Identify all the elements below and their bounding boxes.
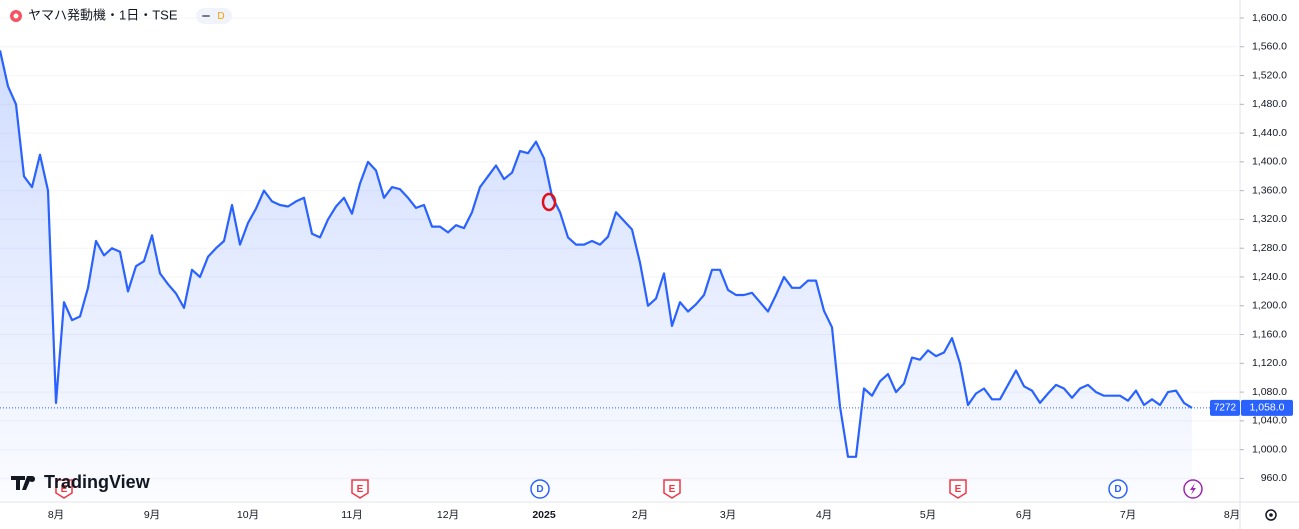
event-label: D	[536, 484, 543, 495]
x-tick-label: 2月	[632, 509, 648, 521]
y-tick-label: 960.0	[1261, 472, 1287, 484]
event-label: E	[955, 484, 962, 495]
lightning-icon	[1190, 483, 1196, 495]
x-tick-label: 8月	[48, 509, 64, 521]
plot-area	[0, 17, 1240, 501]
x-tick-label: 9月	[144, 509, 160, 521]
y-tick-label: 1,240.0	[1252, 271, 1287, 283]
y-tick-label: 1,200.0	[1252, 300, 1287, 312]
chart-title: ヤマハ発動機・1日・TSE	[28, 7, 178, 22]
x-tick-label: 4月	[816, 509, 832, 521]
event-marker	[55, 479, 73, 499]
interval-pill[interactable]	[196, 8, 232, 24]
logo: TradingView	[11, 472, 151, 492]
event-marker[interactable]	[530, 479, 550, 499]
settings-icon[interactable]	[1265, 509, 1277, 521]
y-tick-label: 1,560.0	[1252, 41, 1287, 53]
y-tick-label: 1,160.0	[1252, 328, 1287, 340]
x-tick-label: 7月	[1120, 509, 1136, 521]
y-tick-label: 1,520.0	[1252, 69, 1287, 81]
x-tick-label: 5月	[920, 509, 936, 521]
symbol-code: 7272	[1214, 403, 1237, 414]
watermark: TradingView	[44, 472, 151, 492]
x-tick-label: 6月	[1016, 509, 1032, 521]
x-tick-label: 12月	[437, 509, 459, 521]
interval-badge: D	[217, 11, 224, 22]
highlight-marker	[541, 192, 557, 212]
y-tick-label: 1,280.0	[1252, 242, 1287, 254]
y-tick-label: 1,440.0	[1252, 127, 1287, 139]
y-tick-label: 1,080.0	[1252, 386, 1287, 398]
event-label: D	[1114, 484, 1121, 495]
settings-icon-dot	[1269, 513, 1273, 517]
price-label: 1,058.0	[1249, 402, 1284, 414]
price-line	[0, 50, 1193, 458]
event-marker	[663, 479, 681, 499]
x-tick-label: 8月	[1224, 509, 1240, 521]
event-marker[interactable]	[1108, 479, 1128, 499]
event-label: E	[357, 484, 364, 495]
symbol-tag	[1210, 399, 1240, 416]
x-tick-label: 3月	[720, 509, 736, 521]
price-tag	[1241, 399, 1293, 416]
y-tick-label: 1,600.0	[1252, 12, 1287, 24]
event-marker	[351, 479, 369, 499]
x-tick-label: 11月	[341, 509, 362, 521]
x-tick-label: 2025	[532, 509, 556, 521]
symbol-icon-inner	[13, 13, 19, 19]
event-label: E	[669, 484, 676, 495]
event-label: E	[61, 484, 68, 495]
y-tick-label: 1,360.0	[1252, 184, 1287, 196]
y-tick-label: 1,000.0	[1252, 443, 1287, 455]
pill-icon	[202, 15, 210, 17]
y-tick-label: 1,480.0	[1252, 98, 1287, 110]
y-tick-label: 1,040.0	[1252, 415, 1287, 427]
y-tick-label: 1,320.0	[1252, 213, 1287, 225]
y-tick-label: 1,400.0	[1252, 156, 1287, 168]
y-tick-label: 1,120.0	[1252, 357, 1287, 369]
area	[0, 50, 1192, 501]
event-marker	[949, 479, 967, 499]
x-tick-label: 10月	[237, 509, 259, 521]
